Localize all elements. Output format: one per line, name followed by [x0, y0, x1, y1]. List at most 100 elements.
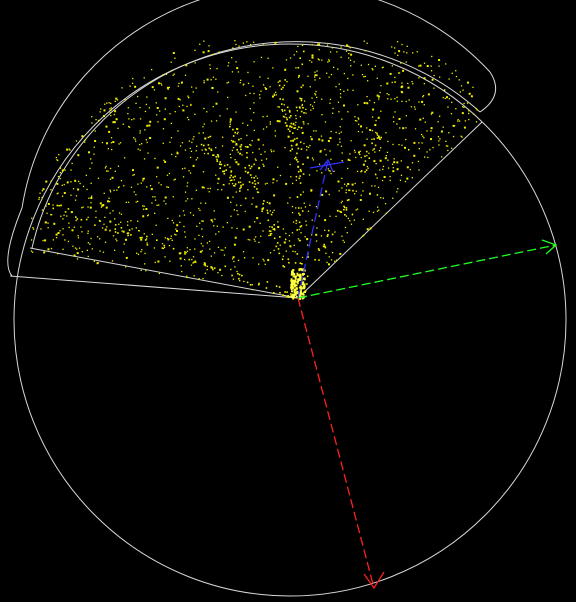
point	[191, 198, 193, 200]
point	[257, 182, 260, 184]
point	[291, 286, 294, 289]
point	[297, 166, 300, 168]
point	[426, 130, 428, 132]
point	[146, 141, 148, 144]
point	[72, 188, 75, 190]
point	[166, 86, 169, 89]
point	[85, 174, 87, 176]
point	[372, 69, 374, 71]
point	[57, 192, 59, 194]
point	[296, 278, 299, 281]
point	[184, 167, 186, 169]
point	[391, 81, 393, 84]
point	[413, 106, 416, 108]
point	[242, 251, 245, 253]
point	[41, 209, 44, 211]
point	[297, 207, 300, 209]
point	[117, 186, 120, 189]
point	[311, 54, 314, 57]
point	[64, 169, 66, 171]
point	[70, 211, 73, 214]
point	[218, 163, 221, 165]
point	[257, 191, 260, 194]
point	[139, 132, 141, 134]
z-axis-marker	[309, 161, 345, 169]
point	[399, 127, 401, 129]
point	[137, 200, 139, 202]
point	[293, 293, 296, 296]
point	[438, 59, 441, 61]
point	[221, 274, 223, 277]
point	[110, 114, 112, 117]
point	[217, 272, 219, 274]
point	[226, 108, 228, 110]
point	[42, 239, 44, 242]
point	[272, 182, 274, 184]
point	[109, 191, 112, 193]
point	[164, 196, 167, 199]
point	[302, 281, 305, 284]
point	[363, 144, 366, 147]
point	[297, 66, 300, 69]
point	[297, 238, 300, 240]
point	[292, 123, 294, 126]
point	[189, 172, 192, 174]
point	[251, 176, 253, 179]
point	[142, 205, 144, 207]
point	[148, 107, 150, 109]
point	[101, 141, 104, 144]
point	[266, 209, 269, 212]
point	[316, 70, 318, 72]
point	[47, 203, 50, 205]
point	[151, 202, 153, 204]
point	[74, 179, 77, 182]
point	[198, 207, 200, 210]
coordinate-axes	[297, 158, 558, 590]
point	[201, 220, 203, 222]
point	[292, 182, 294, 185]
point	[211, 87, 214, 89]
point	[392, 197, 394, 199]
point	[356, 208, 359, 210]
point	[198, 278, 200, 280]
point	[272, 178, 275, 181]
point	[439, 115, 441, 117]
point	[240, 138, 242, 140]
point	[401, 100, 403, 102]
point	[209, 135, 212, 137]
point	[450, 113, 453, 115]
point	[318, 215, 320, 217]
point	[131, 228, 133, 230]
point	[201, 235, 204, 238]
point	[269, 233, 271, 235]
point	[299, 175, 301, 177]
point	[260, 56, 263, 59]
point	[321, 98, 323, 100]
point	[338, 190, 340, 192]
point	[348, 199, 350, 201]
point	[160, 184, 162, 186]
point	[285, 124, 288, 127]
point	[458, 120, 461, 122]
point	[109, 200, 111, 203]
point	[291, 205, 294, 208]
point	[325, 190, 328, 193]
point	[162, 128, 165, 130]
point	[401, 144, 403, 146]
point	[289, 125, 292, 128]
point	[239, 187, 241, 190]
point	[462, 89, 464, 91]
point	[71, 162, 73, 165]
point	[291, 212, 294, 214]
point	[430, 113, 432, 115]
point	[255, 175, 257, 177]
point	[232, 185, 235, 187]
point	[287, 295, 289, 297]
point	[78, 180, 80, 183]
point	[299, 297, 301, 300]
point	[341, 177, 343, 179]
point	[309, 144, 311, 147]
point	[288, 234, 290, 237]
